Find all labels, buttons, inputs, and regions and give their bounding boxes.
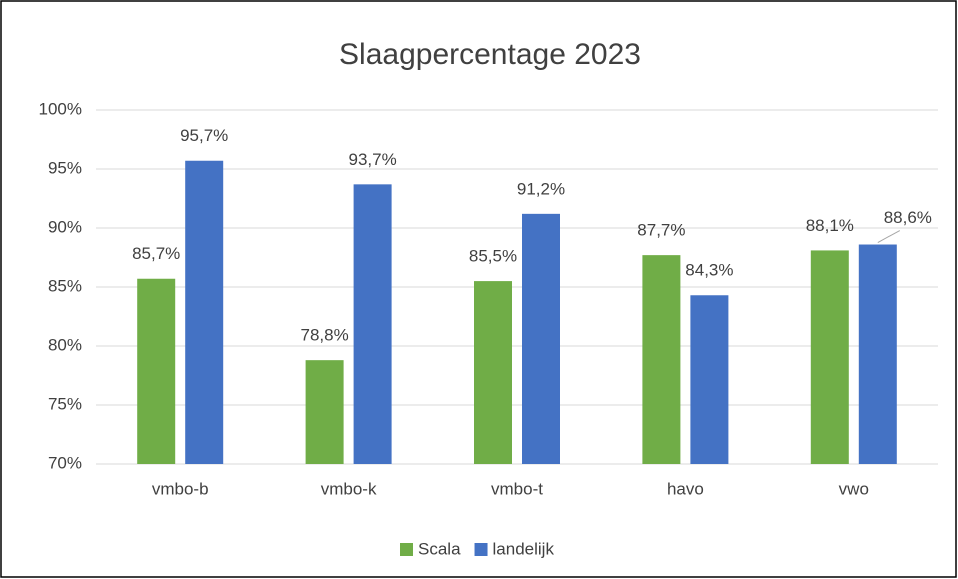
y-tick-label: 95%: [48, 158, 82, 177]
bar: [474, 281, 512, 464]
x-tick-label: vwo: [839, 479, 869, 498]
y-tick-label: 100%: [39, 99, 82, 118]
value-label: 93,7%: [348, 150, 396, 169]
value-label: 88,1%: [806, 216, 854, 235]
bar: [305, 360, 344, 464]
y-tick-label: 85%: [48, 276, 82, 295]
y-tick-label: 80%: [48, 335, 82, 354]
bar: [642, 255, 681, 464]
bar: [858, 244, 897, 464]
leader-line: [877, 230, 901, 243]
y-tick-label: 70%: [48, 453, 82, 472]
y-tick-label: 75%: [48, 394, 82, 413]
legend-swatch: [474, 543, 488, 556]
x-tick-label: havo: [667, 479, 704, 498]
legend-label: Scala: [418, 539, 461, 558]
bar: [137, 278, 176, 464]
bar: [185, 160, 224, 465]
value-label: 91,2%: [517, 179, 565, 198]
legend-swatch: [400, 543, 413, 556]
value-label: 88,6%: [884, 208, 932, 227]
bar: [690, 295, 729, 464]
bar: [810, 250, 849, 464]
chart-title: Slaagpercentage 2023: [339, 38, 641, 71]
value-label: 95,7%: [180, 126, 228, 145]
x-tick-label: vmbo-k: [321, 479, 377, 498]
bar: [353, 184, 392, 464]
value-label: 78,8%: [300, 326, 348, 345]
legend-label: landelijk: [493, 539, 555, 558]
x-tick-label: vmbo-t: [491, 479, 543, 498]
x-tick-label: vmbo-b: [152, 479, 209, 498]
y-tick-label: 90%: [48, 217, 82, 236]
value-label: 87,7%: [637, 221, 685, 240]
value-label: 84,3%: [685, 261, 733, 280]
bar: [522, 213, 560, 464]
value-label: 85,5%: [469, 247, 517, 266]
value-label: 85,7%: [132, 244, 180, 263]
